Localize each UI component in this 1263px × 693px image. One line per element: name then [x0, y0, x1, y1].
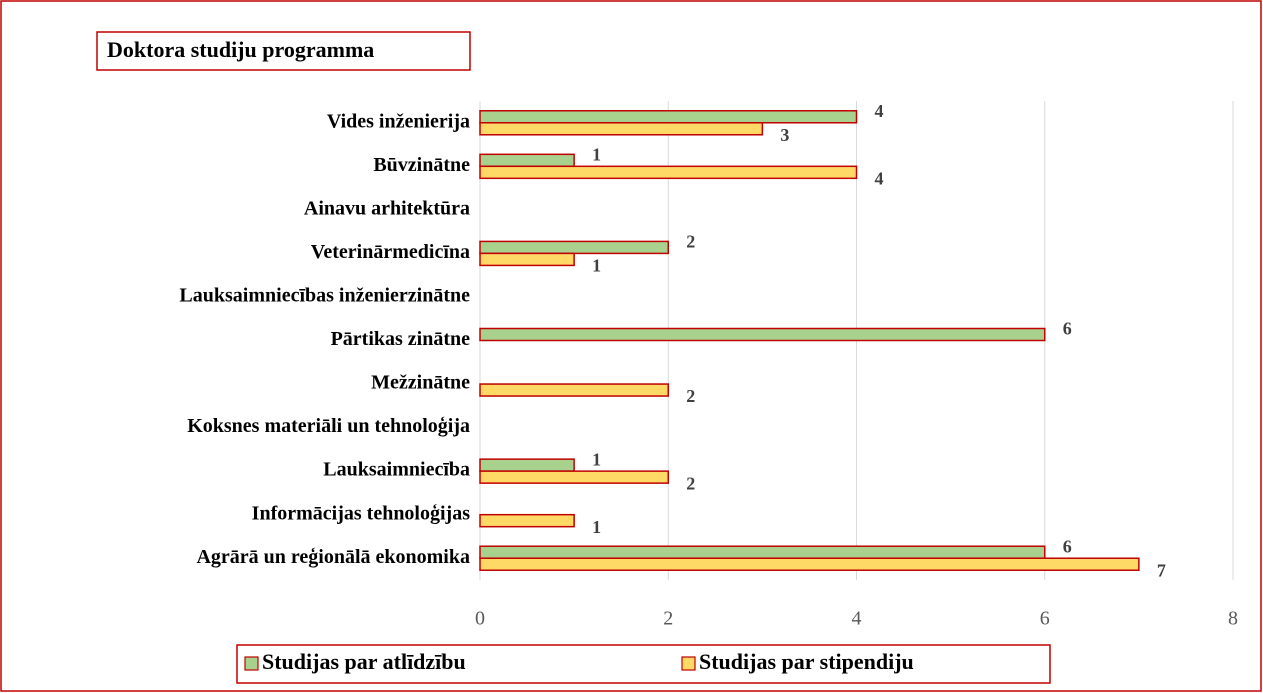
legend-label: Studijas par stipendiju: [699, 649, 914, 674]
category-label: Vides inženierija: [327, 110, 470, 132]
bar: [479, 383, 669, 397]
bar: [479, 327, 1046, 342]
legend-label: Studijas par atlīdzību: [262, 649, 466, 674]
x-tick-label: 2: [663, 608, 673, 630]
data-label: 2: [686, 386, 695, 406]
data-label: 1: [592, 256, 601, 276]
data-label: 1: [592, 449, 601, 469]
category-label: Lauksaimniecība: [323, 459, 470, 481]
data-label: 1: [592, 517, 601, 537]
data-label: 2: [686, 232, 695, 252]
legend-swatch: [681, 656, 696, 671]
bar: [479, 165, 858, 180]
bar: [479, 458, 575, 472]
data-label: 2: [686, 473, 695, 493]
data-label: 4: [875, 101, 884, 121]
category-label: Agrārā un reģionālā ekonomika: [196, 546, 470, 568]
category-label: Informācijas tehnoloģijas: [252, 502, 471, 524]
bar: [479, 545, 1046, 559]
category-label: Veterinārmedicīna: [311, 241, 470, 263]
bar: [479, 122, 764, 136]
bar: [479, 153, 575, 168]
data-label: 3: [780, 125, 789, 145]
x-tick-label: 4: [852, 608, 862, 630]
data-label: 4: [875, 168, 884, 188]
category-label: Mežzinātne: [371, 372, 470, 394]
bar: [479, 252, 575, 267]
data-label: 6: [1063, 536, 1072, 556]
chart-title: Doktora studiju programma: [107, 37, 374, 62]
category-label: Ainavu arhitektūra: [304, 197, 470, 219]
bar: [479, 513, 575, 528]
x-tick-label: 8: [1228, 608, 1238, 630]
data-label: 1: [592, 144, 601, 164]
bar: [479, 240, 669, 255]
data-label: 7: [1157, 560, 1166, 580]
bar: [479, 470, 669, 484]
category-label: Būvzinātne: [373, 154, 470, 176]
x-tick-label: 0: [475, 608, 485, 630]
bar: [479, 557, 1140, 571]
x-tick-label: 6: [1040, 608, 1050, 630]
category-label: Lauksaimniecības inženierzinātne: [179, 285, 470, 307]
category-label: Pārtikas zinātne: [331, 328, 471, 350]
legend-box: [236, 644, 1051, 684]
legend-swatch: [244, 656, 259, 671]
data-label: 6: [1063, 319, 1072, 339]
bar: [479, 110, 858, 124]
title-box: [96, 31, 471, 71]
category-label: Koksnes materiāli un tehnoloģija: [187, 415, 470, 437]
